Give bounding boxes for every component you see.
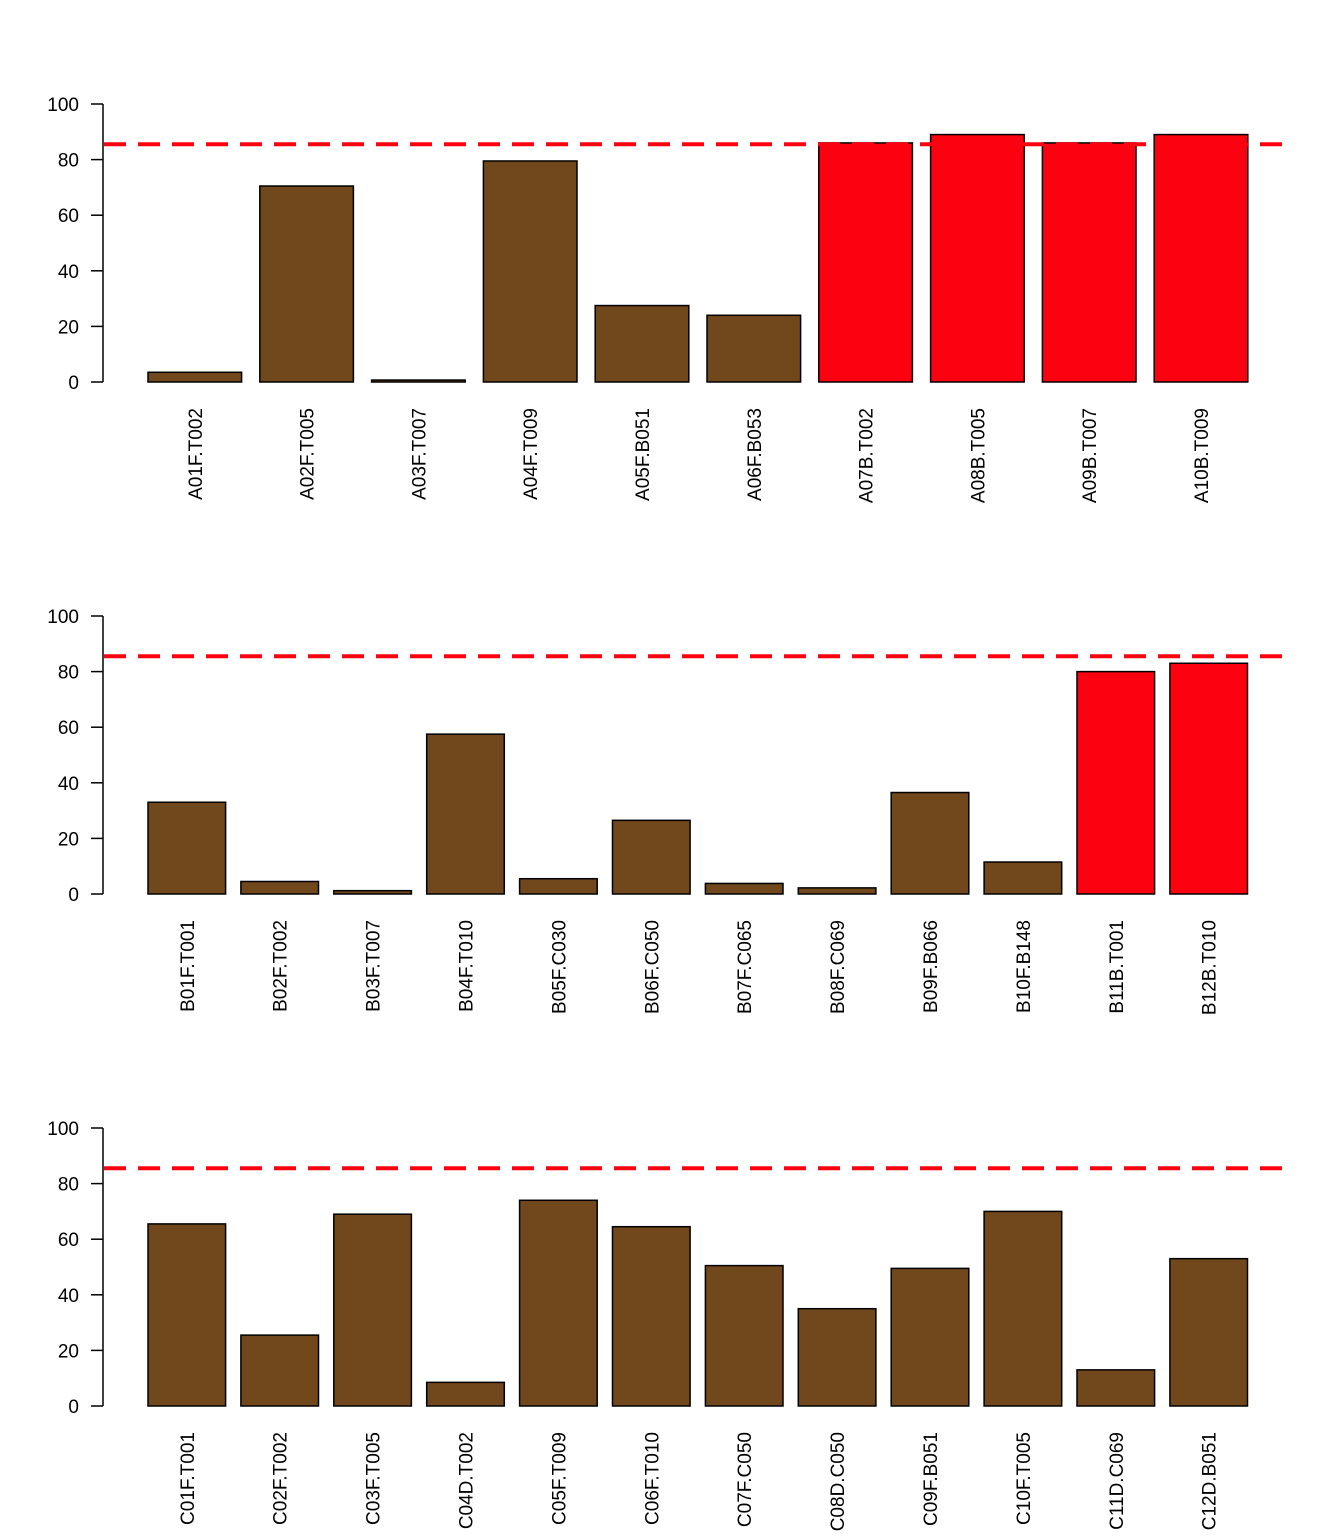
y-tick-label: 40 <box>58 262 79 283</box>
category-label: B06F.C050 <box>642 920 663 1014</box>
bar-A01F.T002 <box>147 371 243 383</box>
bar-C06F.T010 <box>611 1225 691 1407</box>
bar-B06F.C050 <box>611 819 691 895</box>
y-tick-label: 60 <box>58 718 79 739</box>
category-label: C11D.C069 <box>1107 1432 1128 1530</box>
y-tick-label: 20 <box>58 829 79 850</box>
bar-A08B.T005 <box>929 133 1025 383</box>
y-tick-label: 60 <box>58 1230 79 1251</box>
y-tick-label: 40 <box>58 1286 79 1307</box>
bar-A10B.T009 <box>1153 133 1249 383</box>
bar-B03F.T007 <box>333 889 413 895</box>
category-label: C08D.C050 <box>828 1432 849 1531</box>
category-label: C04D.T002 <box>457 1432 478 1529</box>
category-label: A05F.B051 <box>633 408 654 501</box>
y-tick-label: 0 <box>68 373 79 394</box>
category-label: C01F.T001 <box>178 1432 199 1525</box>
category-label: C06F.T010 <box>642 1432 663 1525</box>
bar-B05F.C030 <box>518 877 598 895</box>
category-label: B05F.C030 <box>549 920 570 1014</box>
bar-B11B.T001 <box>1076 670 1156 895</box>
bar-B10F.B148 <box>983 861 1063 895</box>
category-label: A07B.T002 <box>857 408 878 503</box>
y-tick-label: 60 <box>58 206 79 227</box>
bar-B07F.C065 <box>704 882 784 895</box>
category-label: A10B.T009 <box>1192 408 1213 503</box>
category-label: B02F.T002 <box>271 920 292 1012</box>
bar-C10F.T005 <box>983 1210 1063 1407</box>
bar-A02F.T005 <box>259 185 355 383</box>
bar-B09F.B066 <box>890 791 970 895</box>
bar-C11D.C069 <box>1076 1369 1156 1407</box>
bar-C12D.B051 <box>1169 1257 1249 1407</box>
category-label: A09B.T007 <box>1080 408 1101 503</box>
category-label: B08F.C069 <box>828 920 849 1014</box>
bar-A05F.B051 <box>594 304 690 383</box>
bar-C03F.T005 <box>333 1213 413 1407</box>
y-tick-label: 100 <box>47 607 79 628</box>
y-tick-label: 0 <box>68 1397 79 1418</box>
bar-B02F.T002 <box>240 880 320 895</box>
bar-B08F.C069 <box>797 887 877 895</box>
bar-C08D.C050 <box>797 1307 877 1407</box>
y-tick-label: 100 <box>47 1119 79 1140</box>
category-label: A08B.T005 <box>968 408 989 503</box>
bar-C07F.C050 <box>704 1264 784 1407</box>
y-tick-label: 40 <box>58 774 79 795</box>
category-label: A01F.T002 <box>186 408 207 500</box>
category-label: B11B.T001 <box>1107 920 1128 1014</box>
category-label: C12D.B051 <box>1200 1432 1221 1530</box>
category-label: C05F.T009 <box>549 1432 570 1525</box>
category-label: B04F.T010 <box>457 920 478 1012</box>
category-label: A04F.T009 <box>521 408 542 500</box>
y-tick-label: 100 <box>47 95 79 116</box>
y-tick-label: 80 <box>58 151 79 172</box>
bar-B04F.T010 <box>425 733 506 895</box>
category-label: B09F.B066 <box>921 920 942 1013</box>
y-tick-label: 80 <box>58 1175 79 1196</box>
y-tick-label: 20 <box>58 317 79 338</box>
category-label: B01F.T001 <box>178 920 199 1012</box>
bar-A07B.T002 <box>818 142 914 383</box>
category-label: A06F.B053 <box>745 408 766 501</box>
category-label: C07F.C050 <box>735 1432 756 1527</box>
bar-C02F.T002 <box>240 1334 320 1407</box>
y-tick-label: 0 <box>68 885 79 906</box>
y-tick-label: 20 <box>58 1341 79 1362</box>
category-label: B03F.T007 <box>364 920 385 1012</box>
category-label: C09F.B051 <box>921 1432 942 1526</box>
bar-chart-panel-2: 0 20 40 60 80 100 B01F.T001 B02F.T002 B03F.T007 B… <box>47 607 1290 1015</box>
bar-A06F.B053 <box>706 314 802 383</box>
category-label: C03F.T005 <box>364 1432 385 1525</box>
bar-A03F.T007 <box>370 379 466 383</box>
category-label: B12B.T010 <box>1200 920 1221 1015</box>
bar-C05F.T009 <box>518 1199 598 1407</box>
bar-chart-panel-1: 0 20 40 60 80 100 A01F.T002 A02F.T005 A03F.T007 A… <box>47 95 1290 503</box>
bar-C01F.T001 <box>147 1223 227 1407</box>
bar-C09F.B051 <box>890 1267 970 1407</box>
category-label: B10F.B148 <box>1014 920 1035 1013</box>
bar-chart-panel-3: 0 20 40 60 80 100 C01F.T001 C02F.T002 C03F.T005 C… <box>47 1119 1290 1531</box>
bar-B12B.T010 <box>1169 662 1249 895</box>
bar-A04F.T009 <box>482 160 578 383</box>
category-label: C10F.T005 <box>1014 1432 1035 1525</box>
bar-B01F.T001 <box>147 801 227 895</box>
bar-A09B.T007 <box>1041 142 1137 383</box>
bar-C04D.T002 <box>425 1381 506 1407</box>
category-label: A03F.T007 <box>409 408 430 500</box>
category-label: A02F.T005 <box>298 408 319 500</box>
category-label: B07F.C065 <box>735 920 756 1014</box>
category-label: C02F.T002 <box>271 1432 292 1525</box>
y-tick-label: 80 <box>58 663 79 684</box>
